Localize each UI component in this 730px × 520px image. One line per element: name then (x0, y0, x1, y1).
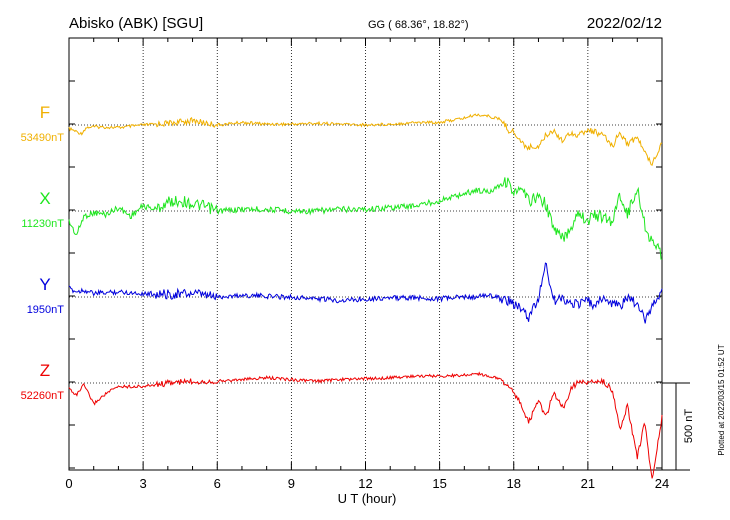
x-tick-labels: 0 3 6 9 12 15 18 21 24 (65, 476, 669, 491)
x-tick-label: 6 (214, 476, 221, 491)
coordinates: GG ( 68.36°, 18.82°) (368, 19, 469, 31)
series-line-f (68, 113, 663, 166)
series-name-z: Z (40, 361, 50, 380)
grid (142, 38, 589, 470)
series-line-x (68, 177, 662, 260)
scale-bar: 500 nT (662, 382, 695, 471)
scale-bar-label: 500 nT (683, 409, 695, 444)
baseline-label-x: 11230nT (21, 218, 64, 230)
x-tick-label: 9 (288, 476, 295, 491)
axis-ticks (68, 38, 663, 470)
date: 2022/02/12 (587, 15, 662, 32)
x-tick-label: 18 (507, 476, 521, 491)
x-tick-label: 15 (432, 476, 446, 491)
x-tick-label: 0 (65, 476, 72, 491)
station-title: Abisko (ABK) [SGU] (69, 15, 203, 32)
baseline-label-z: 52260nT (21, 390, 65, 402)
baseline-label-f: 53490nT (21, 132, 65, 144)
series-line-z (68, 371, 663, 479)
series-lines (68, 113, 663, 479)
x-tick-label: 24 (655, 476, 669, 491)
x-tick-label: 3 (140, 476, 147, 491)
series-name-x: X (39, 189, 50, 208)
series-line-y (68, 262, 663, 324)
x-axis-label: U T (hour) (338, 491, 397, 506)
series-name-y: Y (39, 275, 50, 294)
x-tick-label: 21 (581, 476, 595, 491)
series-name-f: F (40, 103, 50, 122)
x-tick-label: 12 (358, 476, 372, 491)
plotted-note: Plotted at 2022/03/15 01:52 UT (717, 344, 726, 455)
baseline-label-y: 1950nT (27, 304, 65, 316)
series-labels: F 53490nT X 11230nT Y 1950nT Z 52260nT (21, 103, 65, 402)
